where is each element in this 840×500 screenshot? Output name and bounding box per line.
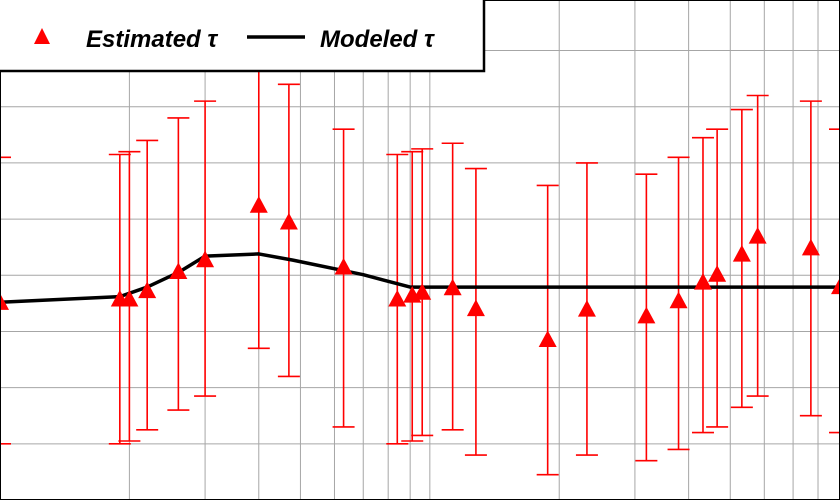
legend-label-modeled: Modeled τ (320, 26, 435, 53)
estimated-point (466, 299, 485, 317)
estimated-point (637, 306, 656, 324)
estimated-point (801, 238, 820, 256)
estimated-point (138, 281, 157, 299)
modeled-line (0, 252, 840, 304)
estimated-point (120, 289, 139, 307)
estimated-point (413, 283, 432, 300)
estimated-markers (0, 196, 840, 347)
estimated-point (669, 291, 688, 309)
legend-triangle-icon (34, 28, 50, 44)
estimated-point (577, 299, 596, 317)
estimated-point (538, 330, 557, 347)
estimated-point (708, 265, 727, 282)
estimated-point (169, 262, 188, 279)
estimated-point (693, 273, 712, 290)
estimated-point (279, 212, 298, 230)
legend-label-estimated: Estimated τ (86, 26, 218, 53)
estimated-point (196, 250, 215, 268)
modeled-line-layer (0, 252, 840, 304)
estimated-point (249, 196, 268, 213)
estimated-point (0, 293, 9, 310)
estimated-point (388, 289, 407, 307)
legend: Estimated τ Modeled τ (0, 0, 486, 73)
estimated-point (831, 277, 840, 295)
estimated-point (443, 278, 462, 296)
estimated-point (732, 244, 751, 262)
estimated-point (334, 257, 353, 275)
estimated-point (748, 226, 767, 244)
legend-box (0, 0, 486, 73)
